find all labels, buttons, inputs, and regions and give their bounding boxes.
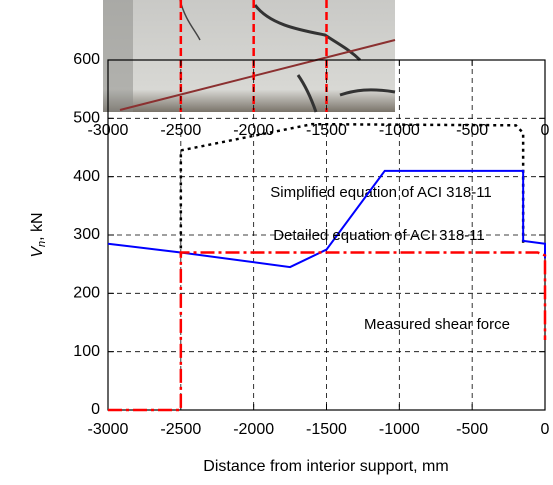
top-tick-label: -1500 xyxy=(306,122,347,139)
y-label-symbol: V xyxy=(29,246,46,258)
y-tick-label: 100 xyxy=(73,343,100,360)
y-axis-label: Vn, kN xyxy=(29,212,48,257)
top-tick-label: -1000 xyxy=(379,122,420,139)
y-tick-label: 200 xyxy=(73,285,100,302)
x-tick-label: -1000 xyxy=(379,421,420,438)
x-axis-label: Distance from interior support, mm xyxy=(203,458,448,475)
y-tick-label: 300 xyxy=(73,226,100,243)
plot-frame xyxy=(107,59,546,411)
top-tick-label: -500 xyxy=(456,122,488,139)
series-label: Measured shear force xyxy=(364,316,510,333)
y-label-subscript: n xyxy=(36,241,48,247)
y-label-unit: , kN xyxy=(29,212,46,240)
x-tick-label: -3000 xyxy=(88,421,129,438)
series-line xyxy=(107,169,546,269)
series-label: Simplified equation of ACI 318-11 xyxy=(270,184,492,201)
series-label: Detailed equation of ACI 318-11 xyxy=(273,227,485,244)
series-line xyxy=(179,122,525,256)
x-tick-label: -500 xyxy=(456,421,488,438)
x-tick-label: -2500 xyxy=(160,421,201,438)
series-line xyxy=(108,251,547,412)
x-tick-label: -2000 xyxy=(233,421,274,438)
x-tick-label: 0 xyxy=(541,421,550,438)
y-tick-label: 600 xyxy=(73,51,100,68)
y-tick-label: 500 xyxy=(73,110,100,127)
y-tick-label: 400 xyxy=(73,168,100,185)
top-tick-label: -2500 xyxy=(160,122,201,139)
y-tick-label: 0 xyxy=(91,401,100,418)
x-tick-label: -1500 xyxy=(306,421,347,438)
photo xyxy=(103,0,396,113)
